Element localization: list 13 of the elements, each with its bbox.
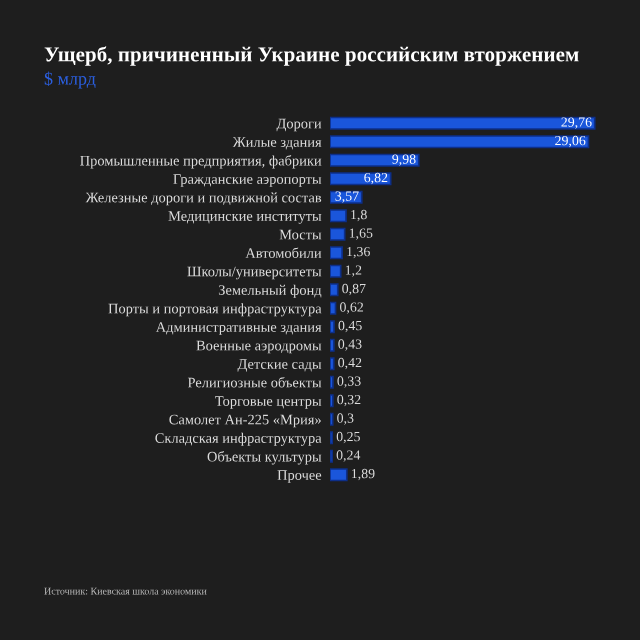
bar (330, 283, 339, 297)
bar (330, 301, 337, 315)
bar (330, 135, 590, 149)
bar (330, 153, 420, 167)
bar (330, 209, 347, 223)
chart-title: Ущерб, причиненный Украине российским вторжением (44, 46, 579, 66)
bar (330, 246, 343, 260)
text: $ млрд (44, 71, 96, 89)
bar (330, 172, 392, 186)
bar (330, 116, 596, 130)
bar (330, 264, 342, 278)
bar (330, 227, 346, 241)
bar (330, 468, 348, 482)
